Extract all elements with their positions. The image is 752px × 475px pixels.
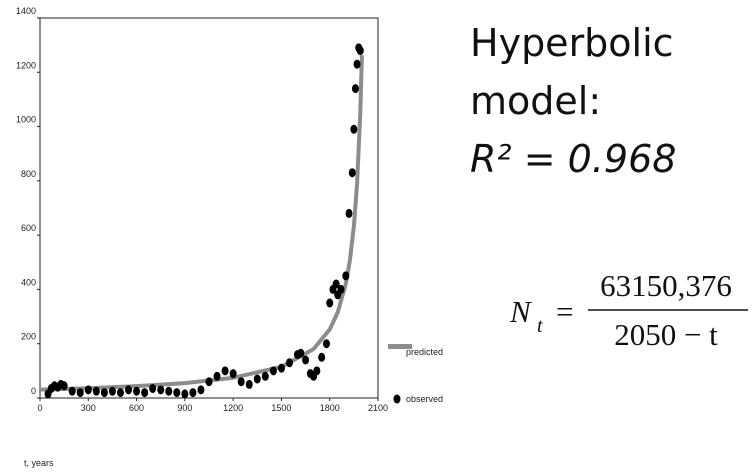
observed-point xyxy=(237,377,245,387)
observed-point xyxy=(165,386,173,396)
observed-point xyxy=(108,386,116,396)
model-line: model: xyxy=(470,79,601,123)
observed-point xyxy=(60,381,68,391)
observed-point xyxy=(337,284,345,294)
observed-point xyxy=(351,84,359,94)
x-tick-label: 600 xyxy=(129,403,144,413)
x-tick-label: 1800 xyxy=(320,403,340,413)
observed-point xyxy=(100,388,108,398)
x-tick-label: 1200 xyxy=(223,403,243,413)
observed-point xyxy=(133,386,141,396)
model-line: Hyperbolic xyxy=(470,21,674,65)
x-tick-label: 2100 xyxy=(368,403,388,413)
observed-point xyxy=(181,389,189,399)
y-tick-label: 400 xyxy=(21,277,36,287)
formula-lhs: N xyxy=(509,294,533,329)
observed-point xyxy=(197,385,205,395)
observed-point xyxy=(285,358,293,368)
y-tick-label: 0 xyxy=(31,386,36,396)
y-tick-label: 1400 xyxy=(16,6,36,16)
legend-swatch xyxy=(393,394,401,404)
observed-point xyxy=(269,366,277,376)
observed-point xyxy=(332,279,340,289)
x-tick-label: 0 xyxy=(37,403,42,413)
predicted-line xyxy=(39,55,364,392)
y-tick-label: 800 xyxy=(21,169,36,179)
observed-point xyxy=(297,348,305,358)
plot-frame xyxy=(39,17,379,399)
y-tick-label: 1000 xyxy=(16,115,36,125)
observed-point xyxy=(342,271,350,281)
formula-denominator: 2050 − t xyxy=(614,317,718,352)
formula-equals: = xyxy=(556,294,573,329)
observed-point xyxy=(221,366,229,376)
observed-point xyxy=(253,374,261,384)
y-tick-label: 200 xyxy=(21,332,36,342)
observed-point xyxy=(141,388,149,398)
observed-point xyxy=(68,386,76,396)
x-tick-label: 1500 xyxy=(271,403,291,413)
observed-point xyxy=(277,363,285,373)
observed-point xyxy=(213,371,221,381)
observed-point xyxy=(245,379,253,389)
x-tick-label: 900 xyxy=(177,403,192,413)
legend-label: observed xyxy=(406,394,443,404)
observed-point xyxy=(173,388,181,398)
observed-point xyxy=(76,388,84,398)
observed-point xyxy=(261,371,269,381)
observed-point xyxy=(313,366,321,376)
observed-point xyxy=(345,208,353,218)
observed-point xyxy=(318,352,326,362)
observed-point xyxy=(189,388,197,398)
legend-label: predicted xyxy=(406,347,443,357)
observed-point xyxy=(125,385,133,395)
observed-point xyxy=(356,46,364,56)
formula-numerator: 63150,376 xyxy=(600,268,732,303)
observed-point xyxy=(157,385,165,395)
observed-point xyxy=(116,388,124,398)
legend-swatch xyxy=(388,344,412,349)
y-tick-label: 1200 xyxy=(16,60,36,70)
observed-point xyxy=(149,384,157,393)
observed-point xyxy=(322,339,330,349)
y-tick-label: 600 xyxy=(21,223,36,233)
observed-point xyxy=(350,124,358,134)
observed-point xyxy=(92,386,100,396)
r-squared: R² = 0.968 xyxy=(470,137,676,181)
observed-point xyxy=(326,298,334,308)
observed-point xyxy=(353,59,361,69)
observed-point xyxy=(84,385,92,395)
observed-point xyxy=(205,377,213,387)
x-tick-label: 300 xyxy=(81,403,96,413)
x-axis-label: t, years xyxy=(24,458,54,468)
observed-point xyxy=(302,355,310,365)
observed-point xyxy=(348,168,356,178)
formula-sub: t xyxy=(537,315,543,337)
observed-point xyxy=(229,369,237,379)
